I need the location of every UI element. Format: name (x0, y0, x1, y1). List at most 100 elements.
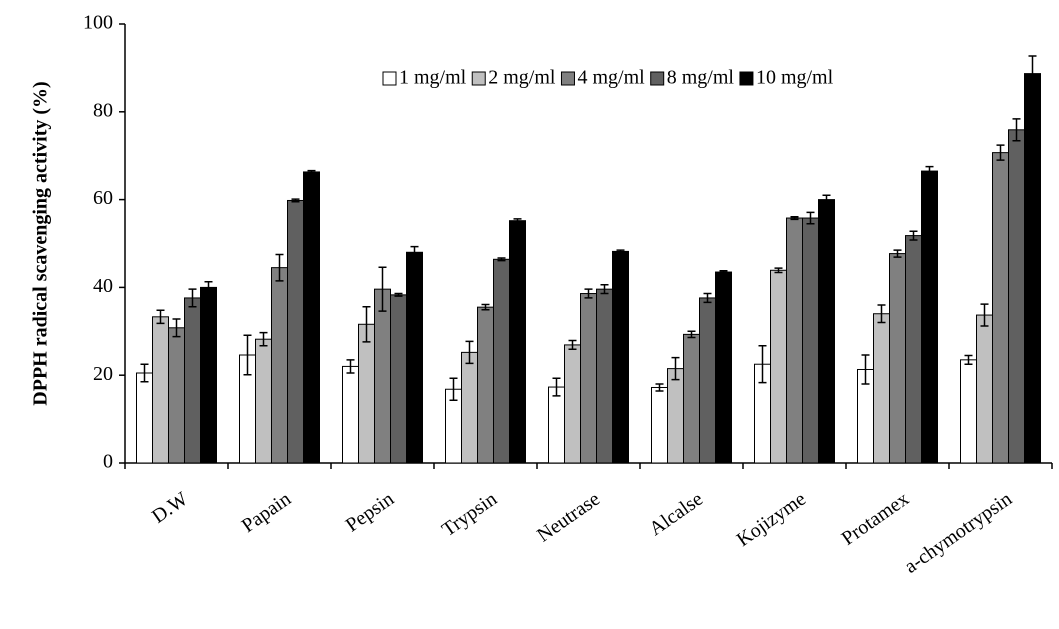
y-tick-label: 40 (93, 275, 113, 297)
bar (715, 271, 732, 464)
error-bar (600, 284, 609, 295)
error-bar (410, 245, 419, 259)
x-tick-label: a-chymotrypsin (901, 488, 1016, 578)
bar (960, 359, 977, 464)
x-tick-label: Neutrase (533, 488, 604, 547)
error-bar (568, 339, 577, 351)
legend-label: 8 mg/ml (667, 67, 735, 89)
error-bar (822, 194, 831, 205)
bar (461, 351, 478, 464)
error-bar (465, 340, 474, 365)
bar (200, 286, 217, 464)
bar (477, 306, 494, 464)
error-bar (584, 288, 593, 299)
y-axis-label: DPPH radical scavenging activity (%) (30, 81, 52, 405)
y-tick-label: 60 (93, 187, 113, 209)
legend-swatch (650, 71, 665, 86)
bar (390, 294, 407, 464)
error-bar (861, 354, 870, 385)
bar (406, 251, 423, 464)
error-bar (1012, 118, 1021, 142)
error-bar (552, 377, 561, 397)
error-bar (378, 266, 387, 312)
error-bar (758, 345, 767, 384)
error-bar (346, 359, 355, 374)
error-bar (655, 383, 664, 392)
legend-label: 2 mg/ml (488, 67, 556, 89)
error-bar (909, 230, 918, 241)
bar (303, 171, 320, 464)
error-bar (204, 280, 213, 294)
bar (786, 217, 803, 464)
error-bar (275, 253, 284, 282)
legend-swatch (471, 71, 486, 86)
error-bar (481, 303, 490, 311)
bar (921, 170, 938, 464)
bar (271, 267, 288, 464)
error-bar (513, 218, 522, 224)
bar (612, 250, 629, 464)
legend-label: 1 mg/ml (399, 67, 467, 89)
bar (358, 323, 375, 464)
x-tick-label: Trypsin (438, 488, 501, 541)
y-tick-label: 20 (93, 363, 113, 385)
bar (770, 269, 787, 464)
error-bar (616, 249, 625, 254)
y-tick-label: 100 (83, 12, 113, 34)
error-bar (291, 198, 300, 203)
error-bar (687, 330, 696, 339)
error-bar (156, 309, 165, 325)
bar (548, 386, 565, 464)
bar (992, 152, 1009, 464)
bar (699, 297, 716, 464)
bar (342, 365, 359, 464)
bar (168, 327, 185, 464)
bar (873, 313, 890, 464)
bar (1008, 129, 1025, 464)
bar (509, 220, 526, 464)
bar (374, 288, 391, 464)
error-bar (1028, 55, 1037, 92)
bar (667, 368, 684, 464)
x-tick-label: Pepsin (342, 488, 398, 537)
bar (905, 235, 922, 464)
x-tick-label: Papain (238, 488, 295, 537)
error-bar (449, 377, 458, 401)
error-bar (964, 354, 973, 365)
error-bar (980, 303, 989, 327)
error-bar (774, 267, 783, 274)
error-bar (671, 356, 680, 381)
bar (184, 297, 201, 464)
legend-label: 4 mg/ml (577, 67, 645, 89)
error-bar (140, 363, 149, 383)
bar (802, 217, 819, 464)
bar (287, 199, 304, 464)
bar (564, 344, 581, 464)
error-bar (719, 269, 728, 275)
bar (493, 258, 510, 464)
error-bar (790, 215, 799, 221)
bar (255, 338, 272, 464)
x-tick-label: Alcalse (645, 488, 707, 540)
error-bar (172, 318, 181, 338)
error-bar (703, 292, 712, 304)
error-bar (893, 249, 902, 258)
error-bar (307, 169, 316, 175)
bar (651, 386, 668, 464)
error-bar (996, 144, 1005, 161)
error-bar (394, 292, 403, 297)
bar (136, 372, 153, 464)
bar (976, 314, 993, 464)
legend-swatch (739, 71, 754, 86)
y-tick-label: 0 (103, 451, 113, 473)
bar (596, 288, 613, 464)
error-bar (188, 288, 197, 308)
legend-label: 10 mg/ml (756, 67, 834, 89)
y-tick-label: 80 (93, 99, 113, 121)
bar (683, 333, 700, 464)
error-bar (497, 257, 506, 262)
error-bar (362, 305, 371, 343)
legend-swatch (382, 71, 397, 86)
error-bar (925, 165, 934, 177)
